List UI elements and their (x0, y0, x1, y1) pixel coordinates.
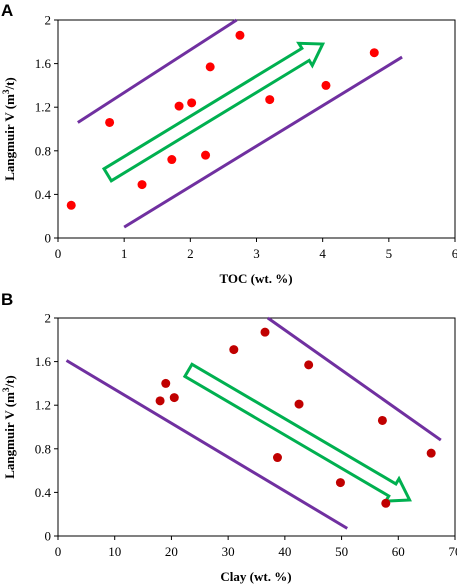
panel-a-y-tick-label: 2 (45, 13, 52, 28)
panel-b-data-point (169, 393, 179, 403)
panel-a-x-tick-label: 1 (121, 246, 128, 261)
panel-a-y-ticks: 0 0.4 0.8 1.2 1.6 2 (35, 13, 58, 246)
panel-b-data-point (155, 396, 165, 406)
panel-a-bound-line (77, 18, 238, 124)
panel-a-y-tick-label: 1.6 (35, 56, 52, 71)
panel-a-trend-arrow (101, 41, 326, 183)
panel-b-y-title-sup: 3 (1, 387, 11, 392)
panel-a-y-tick-label: 0.4 (35, 187, 52, 202)
panel-b-plot-area (57, 317, 456, 537)
panel-b: B 0 10 20 30 40 50 60 70 0 0.4 0.8 1.2 1.6 2 Clay (w… (1, 290, 457, 584)
panel-a-y-title-main: Langmuir V (m (2, 94, 17, 181)
panel-a-y-axis-title: Langmuir V (m3/t) (1, 77, 17, 180)
panel-a-y-tick-label: 0.8 (35, 143, 51, 158)
panel-a-x-axis-title: TOC (wt. %) (219, 271, 292, 286)
panel-b-bound-line (65, 359, 349, 530)
panel-b-x-tick-label: 20 (165, 544, 178, 559)
panel-a-x-tick-label: 3 (253, 246, 260, 261)
panel-b-y-tick-label: 0.8 (35, 441, 51, 456)
panel-b-points (155, 327, 436, 508)
panel-b-bound-line (266, 316, 442, 442)
panel-a-data-point (235, 30, 245, 40)
panel-b-x-tick-label: 70 (449, 544, 457, 559)
panel-b-y-tick-label: 1.6 (35, 354, 52, 369)
panel-b-label: B (1, 290, 13, 309)
panel-b-data-point (381, 498, 391, 508)
panel-a-x-ticks: 0 1 2 3 4 5 6 (55, 238, 457, 261)
panel-b-data-point (304, 360, 314, 370)
panel-a-label: A (1, 1, 13, 20)
panel-a-data-point (167, 155, 177, 165)
panel-a-bound-line (123, 55, 403, 229)
panel-b-data-point (294, 399, 304, 409)
panel-a-x-tick-label: 2 (187, 246, 194, 261)
panel-b-trend-arrow-shape (182, 362, 412, 503)
panel-a-bound-lines (77, 18, 403, 229)
panel-a-data-point (321, 80, 331, 90)
panel-b-y-tick-label: 1.2 (35, 398, 51, 413)
panel-b-data-point (335, 478, 345, 488)
panel-b-bound-lines (65, 316, 442, 530)
panel-b-x-ticks: 0 10 20 30 40 50 60 70 (55, 536, 457, 559)
panel-a-x-tick-label: 5 (386, 246, 393, 261)
panel-a-data-point (105, 117, 115, 127)
panel-b-y-tick-label: 0 (45, 529, 52, 544)
panel-b-x-tick-label: 30 (222, 544, 235, 559)
panel-a-plot-area (57, 19, 456, 239)
panel-b-y-title-main: Langmuir V (m (2, 392, 17, 479)
panel-b-data-point (272, 453, 282, 463)
panel-b-y-title-end: /t) (2, 375, 17, 388)
panel-a-data-point (174, 101, 184, 111)
panel-b-data-point (229, 345, 239, 355)
panel-a-data-point (137, 180, 147, 190)
panel-a-data-point (205, 62, 215, 72)
panel-a-data-point (187, 98, 197, 108)
panel-a-trend-arrow-shape (101, 41, 326, 183)
panel-a: A 0 1 2 3 4 5 6 0 0.4 0.8 1.2 1.6 2 TOC (wt. %) Lan… (1, 1, 457, 286)
panel-a-data-point (201, 150, 211, 160)
panel-a-data-point (66, 200, 76, 210)
panel-b-x-tick-label: 50 (335, 544, 348, 559)
panel-b-y-tick-label: 0.4 (35, 485, 52, 500)
panel-b-y-ticks: 0 0.4 0.8 1.2 1.6 2 (35, 311, 58, 544)
panel-b-x-tick-label: 10 (108, 544, 121, 559)
panel-b-data-point (426, 448, 436, 458)
panel-b-data-point (161, 378, 171, 388)
panel-b-x-tick-label: 60 (392, 544, 405, 559)
panel-a-data-point (369, 48, 379, 58)
panel-b-x-axis-title: Clay (wt. %) (220, 569, 291, 584)
panel-b-y-axis-title: Langmuir V (m3/t) (1, 375, 17, 478)
panel-a-x-tick-label: 6 (452, 246, 457, 261)
panel-b-data-point (377, 415, 387, 425)
panel-a-y-tick-label: 0 (45, 231, 52, 246)
panel-b-y-tick-label: 2 (45, 311, 52, 326)
panel-a-x-tick-label: 4 (319, 246, 326, 261)
panel-b-data-point (260, 327, 270, 337)
panel-b-x-tick-label: 40 (278, 544, 291, 559)
panel-a-y-tick-label: 1.2 (35, 100, 51, 115)
panel-b-trend-arrow (182, 362, 412, 503)
panel-b-x-tick-label: 0 (55, 544, 62, 559)
panel-a-points (66, 30, 379, 210)
panel-a-y-title-sup: 3 (1, 89, 11, 94)
panel-a-y-title-end: /t) (2, 77, 17, 90)
panel-a-x-tick-label: 0 (55, 246, 62, 261)
panel-a-data-point (265, 95, 275, 105)
